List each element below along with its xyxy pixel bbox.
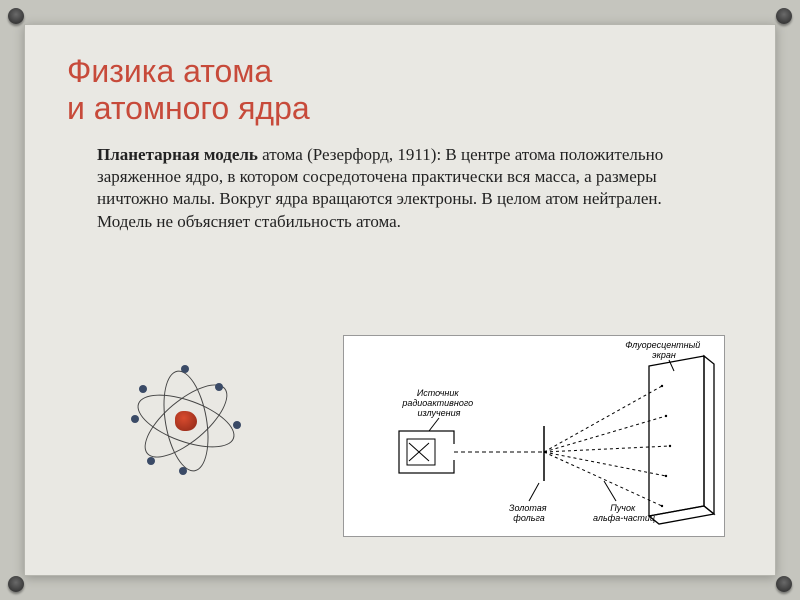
atom-model-diagram [125,365,245,475]
title-line-2: и атомного ядра [67,90,310,126]
corner-pin [8,576,24,592]
electron-icon [179,467,187,475]
label-source: Источник радиоактивного излучения [401,388,475,418]
corner-pin [776,576,792,592]
nucleus-icon [175,411,197,431]
electron-icon [215,383,223,391]
electron-icon [147,457,155,465]
slide-outer: Физика атома и атомного ядра Планетарная… [0,0,800,600]
label-beam: Пучок альфа-частиц [593,503,655,523]
electron-icon [233,421,241,429]
corner-pin [776,8,792,24]
body-lead-term: Планетарная модель [97,145,258,164]
electron-icon [139,385,147,393]
slide-body: Планетарная модель атома (Резерфорд, 191… [97,144,687,234]
title-line-1: Физика атома [67,53,272,89]
rutherford-experiment-diagram: Источник радиоактивного излучения Золота… [343,335,725,537]
fluorescent-screen-icon [649,356,714,524]
slide: Физика атома и атомного ядра Планетарная… [24,24,776,576]
label-screen: Флуоресцентный экран [625,340,703,360]
alpha-beam-icon [544,386,670,506]
electron-icon [131,415,139,423]
slide-title: Физика атома и атомного ядра [67,53,733,127]
figures-row: Источник радиоактивного излучения Золота… [25,335,775,545]
atom-orbits [125,365,245,475]
label-foil: Золотая фольга [509,503,549,523]
electron-icon [181,365,189,373]
radiation-source-icon [399,431,454,473]
corner-pin [8,8,24,24]
